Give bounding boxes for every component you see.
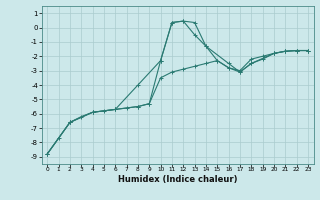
X-axis label: Humidex (Indice chaleur): Humidex (Indice chaleur) <box>118 175 237 184</box>
